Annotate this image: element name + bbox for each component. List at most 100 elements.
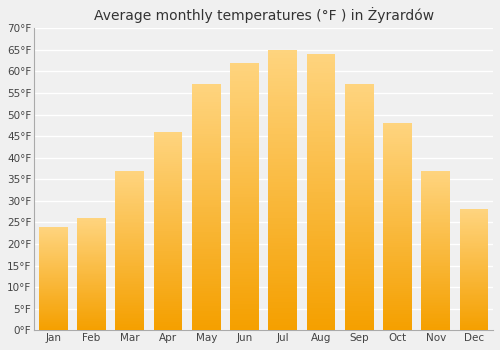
Bar (39, 306, 68, 307)
Bar (383, 324, 412, 326)
Bar (230, 162, 259, 164)
Bar (345, 291, 374, 293)
Bar (77, 218, 106, 219)
Bar (268, 145, 297, 148)
Bar (268, 252, 297, 254)
Bar (460, 228, 488, 229)
Bar (192, 148, 220, 151)
Bar (77, 239, 106, 240)
Bar (268, 282, 297, 285)
Bar (192, 306, 220, 308)
Bar (230, 103, 259, 106)
Bar (345, 257, 374, 259)
Bar (422, 226, 450, 228)
Bar (116, 270, 144, 271)
Bar (345, 161, 374, 163)
Bar (39, 283, 68, 284)
Bar (306, 137, 336, 140)
Bar (39, 258, 68, 259)
Bar (154, 172, 182, 174)
Bar (116, 206, 144, 207)
Bar (306, 132, 336, 134)
Bar (306, 112, 336, 115)
Bar (230, 256, 259, 258)
Bar (116, 279, 144, 281)
Bar (345, 114, 374, 116)
Bar (306, 284, 336, 286)
Bar (116, 218, 144, 220)
Bar (39, 240, 68, 241)
Bar (306, 118, 336, 120)
Bar (192, 197, 220, 200)
Bar (39, 257, 68, 258)
Bar (192, 183, 220, 185)
Bar (422, 249, 450, 251)
Bar (39, 265, 68, 266)
Bar (422, 199, 450, 201)
Bar (39, 275, 68, 276)
Bar (154, 322, 182, 324)
Bar (383, 291, 412, 293)
Bar (39, 298, 68, 299)
Bar (306, 209, 336, 211)
Bar (345, 156, 374, 158)
Bar (460, 220, 488, 222)
Bar (460, 236, 488, 237)
Bar (383, 231, 412, 233)
Bar (230, 191, 259, 194)
Bar (39, 262, 68, 263)
Bar (460, 320, 488, 321)
Bar (192, 242, 220, 244)
Bar (116, 228, 144, 230)
Bar (39, 243, 68, 244)
Bar (345, 136, 374, 139)
Bar (422, 217, 450, 218)
Bar (39, 248, 68, 250)
Bar (230, 210, 259, 212)
Bar (192, 288, 220, 291)
Bar (154, 207, 182, 209)
Bar (306, 109, 336, 112)
Bar (268, 162, 297, 165)
Bar (422, 196, 450, 198)
Bar (192, 119, 220, 121)
Bar (192, 281, 220, 284)
Bar (383, 206, 412, 208)
Bar (422, 319, 450, 321)
Bar (116, 258, 144, 260)
Bar (383, 135, 412, 138)
Bar (77, 226, 106, 227)
Bar (116, 281, 144, 282)
Bar (268, 235, 297, 238)
Bar (383, 281, 412, 283)
Bar (306, 311, 336, 314)
Bar (116, 274, 144, 276)
Bar (268, 176, 297, 179)
Bar (306, 93, 336, 96)
Bar (230, 320, 259, 322)
Bar (422, 246, 450, 247)
Bar (306, 223, 336, 225)
Bar (268, 106, 297, 109)
Bar (39, 297, 68, 298)
Bar (230, 231, 259, 234)
Bar (345, 197, 374, 200)
Bar (77, 236, 106, 237)
Bar (230, 164, 259, 167)
Bar (230, 100, 259, 103)
Bar (39, 242, 68, 243)
Bar (345, 279, 374, 281)
Bar (77, 281, 106, 282)
Bar (268, 305, 297, 308)
Bar (383, 297, 412, 299)
Bar (422, 243, 450, 244)
Bar (383, 138, 412, 140)
Bar (422, 214, 450, 215)
Bar (230, 250, 259, 253)
Bar (230, 92, 259, 95)
Bar (268, 103, 297, 106)
Bar (268, 302, 297, 305)
Bar (345, 254, 374, 257)
Bar (192, 269, 220, 271)
Bar (460, 276, 488, 277)
